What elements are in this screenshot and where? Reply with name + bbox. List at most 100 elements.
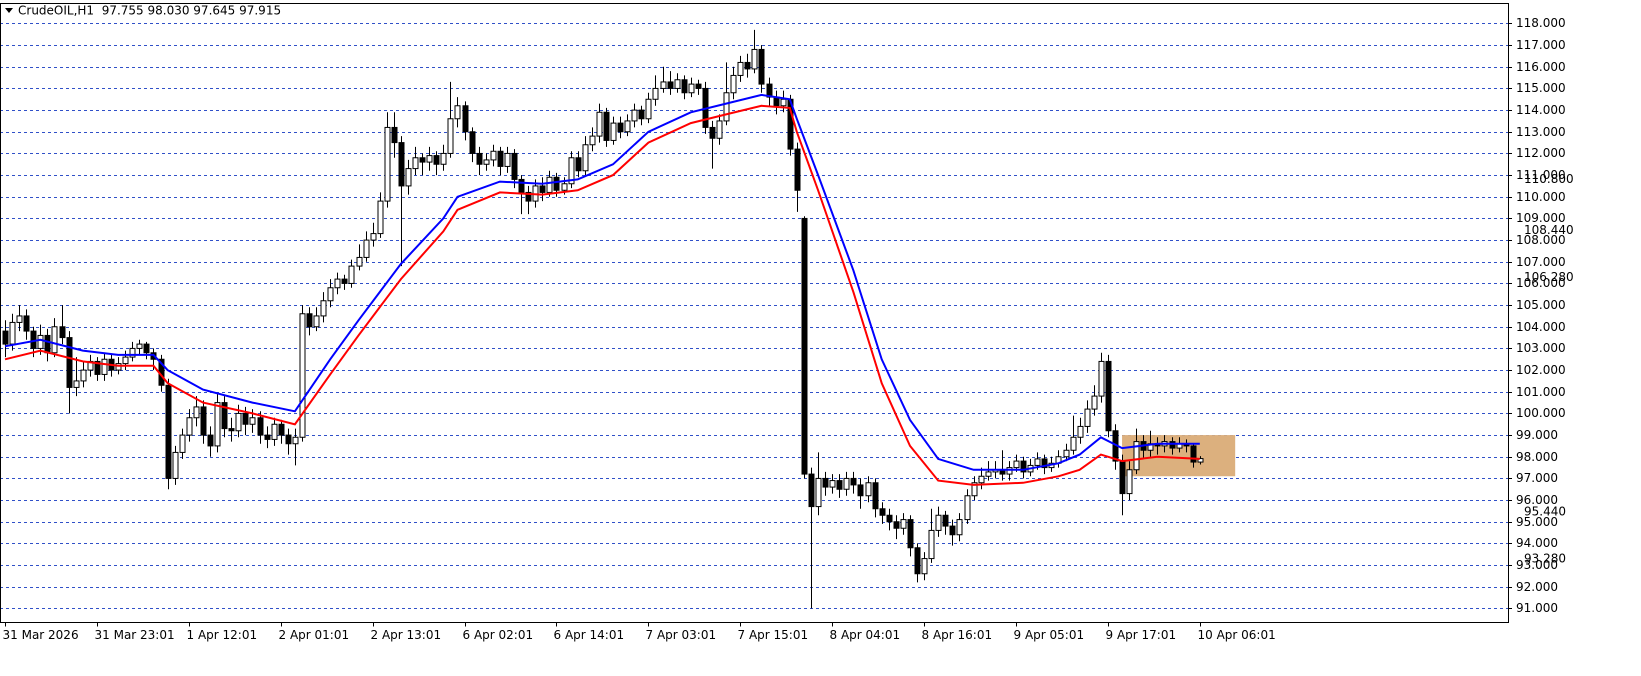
- candle-body: [242, 412, 249, 425]
- candle-body: [1126, 469, 1133, 495]
- candle-body: [907, 519, 914, 549]
- candle-body: [886, 514, 893, 523]
- level-label: 95.440: [1524, 505, 1566, 519]
- candle-body: [857, 484, 864, 497]
- x-tick-label: 6 Apr 02:01: [463, 628, 534, 642]
- y-tick-label: 101.000: [1516, 385, 1566, 399]
- candle-body: [334, 278, 341, 289]
- candle-body: [914, 547, 921, 575]
- y-tick-label: 116.000: [1516, 60, 1566, 74]
- candle-body: [249, 417, 256, 425]
- candle-body: [1063, 449, 1070, 458]
- candle-body: [815, 477, 822, 508]
- x-tick-label: 7 Apr 03:01: [646, 628, 717, 642]
- candle-body: [744, 61, 751, 70]
- candle-body: [454, 105, 461, 120]
- candle-body: [497, 150, 504, 167]
- menu-arrow[interactable]: [5, 8, 13, 13]
- candle-body: [80, 369, 87, 382]
- candle-body: [865, 482, 872, 497]
- candle-body: [73, 380, 80, 388]
- candle-body: [363, 239, 370, 258]
- x-tick-label: 1 Apr 12:01: [187, 628, 258, 642]
- y-tick-label: 98.000: [1516, 450, 1558, 464]
- y-tick-label: 106.000: [1516, 276, 1566, 290]
- candle-body: [1006, 467, 1013, 475]
- candle-body: [575, 157, 582, 172]
- level-label: 108.440: [1524, 223, 1574, 237]
- candle-body: [843, 477, 850, 490]
- candle-body: [384, 126, 391, 202]
- candle-body: [780, 98, 787, 107]
- ma-line: [4, 93, 1200, 471]
- y-tick-label: 100.000: [1516, 406, 1566, 420]
- candle-body: [433, 155, 440, 165]
- candle-body: [271, 423, 278, 440]
- y-tick-label: 117.000: [1516, 38, 1566, 52]
- candle-body: [44, 334, 51, 354]
- candle-body: [2, 330, 9, 345]
- candle-body: [214, 402, 221, 447]
- candle-body: [582, 144, 589, 172]
- candle-body: [306, 313, 313, 328]
- candle-body: [405, 168, 412, 187]
- candle-body: [964, 495, 971, 521]
- candle-body: [737, 61, 744, 76]
- y-tick-label: 94.000: [1516, 536, 1558, 550]
- candle-body: [956, 519, 963, 536]
- candle-body: [419, 157, 426, 163]
- y-tick-label: 110.000: [1516, 190, 1566, 204]
- candle-body: [483, 159, 490, 165]
- candle-body: [1169, 441, 1176, 449]
- chart-title: CrudeOIL,H1 97.755 98.030 97.645 97.915: [18, 4, 281, 18]
- candle-body: [872, 482, 879, 510]
- y-tick-label: 92.000: [1516, 580, 1558, 594]
- candle-body: [1197, 458, 1204, 463]
- candle-body: [356, 256, 363, 267]
- x-tick-label: 9 Apr 17:01: [1106, 628, 1177, 642]
- candle-body: [221, 402, 228, 430]
- candle-body: [59, 326, 66, 339]
- candle-body: [66, 337, 73, 388]
- candle-body: [200, 406, 207, 436]
- candle-body: [143, 343, 150, 354]
- candle-body: [228, 428, 235, 432]
- candle-body: [292, 436, 299, 445]
- candle-body: [165, 384, 172, 479]
- y-tick-label: 109.000: [1516, 211, 1566, 225]
- candle-body: [16, 315, 23, 323]
- y-tick-label: 105.000: [1516, 298, 1566, 312]
- x-tick-label: 7 Apr 15:01: [738, 628, 809, 642]
- candle-body: [462, 105, 469, 133]
- candle-body: [235, 412, 242, 432]
- candle-body: [603, 111, 610, 141]
- candle-body: [285, 434, 292, 445]
- candle-body: [1034, 458, 1041, 466]
- candle-body: [829, 480, 836, 488]
- candle-body: [631, 109, 638, 122]
- candle-body: [518, 178, 525, 193]
- candle-body: [900, 519, 907, 529]
- candle-body: [1070, 436, 1077, 451]
- candle-body: [674, 79, 681, 89]
- x-tick-label: 2 Apr 13:01: [371, 628, 442, 642]
- candle-body: [928, 529, 935, 560]
- level-label: 110.800: [1524, 172, 1574, 186]
- candle-body: [794, 148, 801, 191]
- candle-body: [879, 508, 886, 516]
- candle-body: [440, 152, 447, 165]
- candle-body: [299, 313, 306, 438]
- y-tick-label: 93.000: [1516, 558, 1558, 572]
- y-tick-label: 102.000: [1516, 363, 1566, 377]
- y-tick-label: 107.000: [1516, 255, 1566, 269]
- candle-body: [561, 183, 568, 191]
- candle-body: [23, 315, 30, 332]
- y-tick-label: 91.000: [1516, 601, 1558, 615]
- candle-body: [9, 321, 16, 345]
- y-tick-label: 118.000: [1516, 16, 1566, 30]
- candle-body: [122, 356, 129, 365]
- y-tick-label: 112.000: [1516, 146, 1566, 160]
